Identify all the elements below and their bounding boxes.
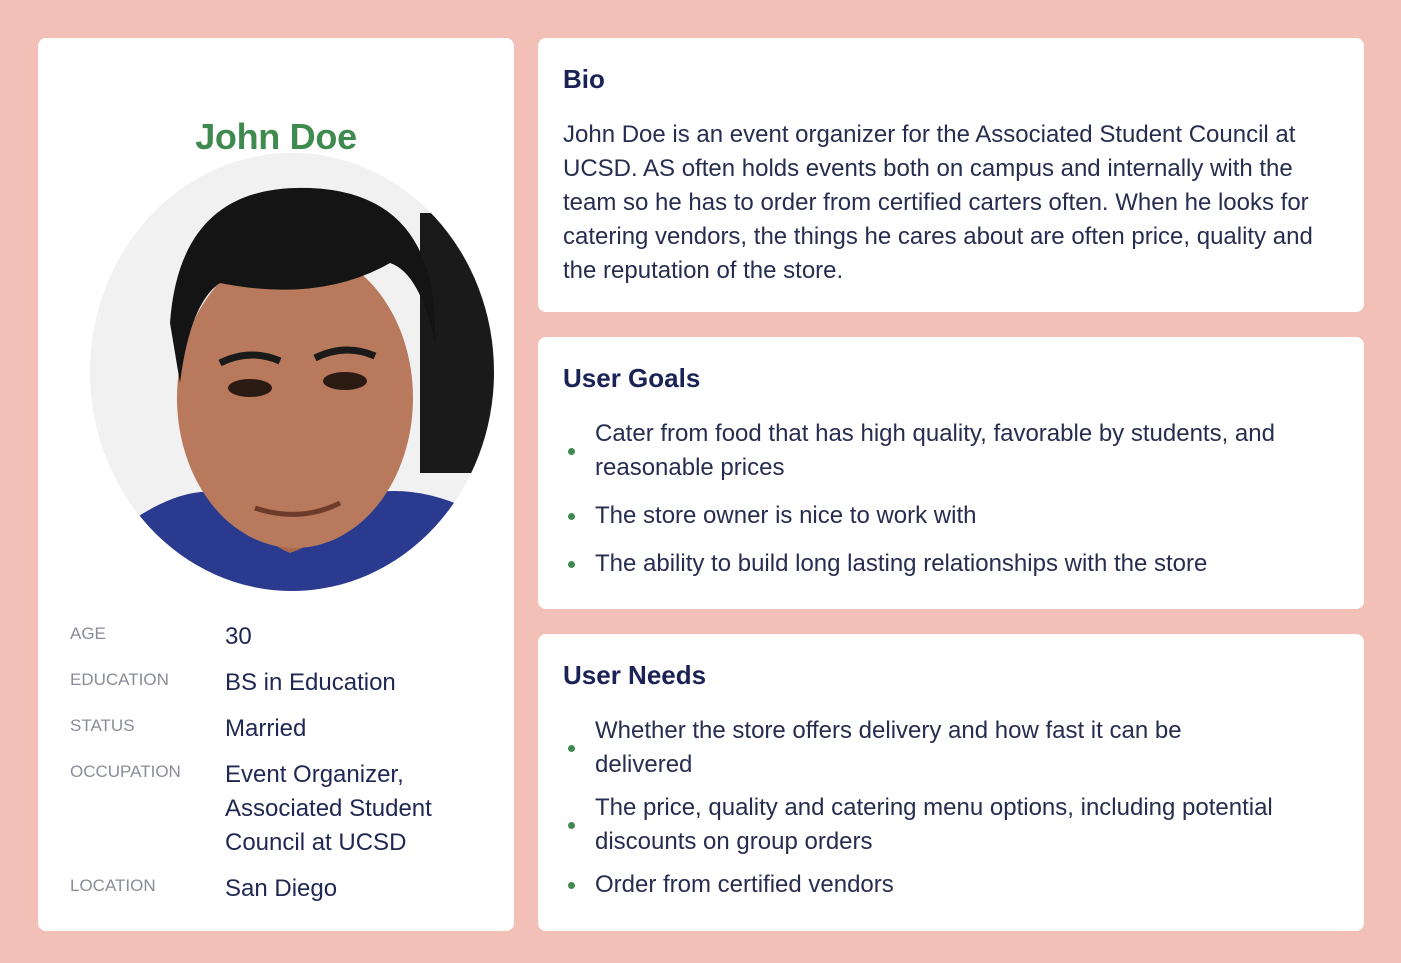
detail-row-status: STATUS Married <box>70 712 490 746</box>
user-goals-card: User Goals Cater from food that has high… <box>538 337 1364 609</box>
user-needs-heading: User Needs <box>563 660 707 690</box>
bullet-icon <box>568 822 575 829</box>
persona-photo <box>90 153 494 591</box>
list-item: Order from certified vendors <box>563 868 1343 902</box>
list-item-text: Order from certified vendors <box>595 871 894 898</box>
list-item: The price, quality and catering menu opt… <box>563 791 1343 859</box>
bio-heading: Bio <box>563 64 605 94</box>
bullet-icon <box>568 513 575 520</box>
detail-label: STATUS <box>70 716 135 735</box>
list-item: Whether the store offers delivery and ho… <box>563 714 1343 782</box>
detail-row-education: EDUCATION BS in Education <box>70 666 490 700</box>
detail-value: San Diego <box>225 875 338 902</box>
user-goals-list: Cater from food that has high quality, f… <box>563 417 1343 595</box>
bullet-icon <box>568 448 575 455</box>
list-item: The store owner is nice to work with <box>563 499 1343 533</box>
detail-label: OCCUPATION <box>70 762 181 781</box>
detail-label: AGE <box>70 624 106 643</box>
persona-name: John Doe <box>195 116 357 157</box>
profile-card: John Doe AGE 30 EDUCATION BS in Educatio… <box>38 38 514 931</box>
list-item: Cater from food that has high quality, f… <box>563 417 1343 485</box>
list-item-text: Cater from food that has high quality, f… <box>595 420 1275 481</box>
user-goals-heading: User Goals <box>563 363 701 393</box>
detail-label: LOCATION <box>70 876 156 895</box>
detail-value: 30 <box>225 623 252 650</box>
user-needs-list: Whether the store offers delivery and ho… <box>563 714 1343 911</box>
bio-card: Bio John Doe is an event organizer for t… <box>538 38 1364 312</box>
list-item-text: The price, quality and catering menu opt… <box>595 794 1273 855</box>
list-item-text: The ability to build long lasting relati… <box>595 550 1208 577</box>
detail-value: BS in Education <box>225 669 396 696</box>
bullet-icon <box>568 745 575 752</box>
detail-value: Married <box>225 715 307 742</box>
detail-label: EDUCATION <box>70 670 169 689</box>
detail-row-occupation: OCCUPATION Event Organizer, Associated S… <box>70 758 490 860</box>
bio-text: John Doe is an event organizer for the A… <box>563 121 1313 284</box>
persona-details: AGE 30 EDUCATION BS in Education STATUS … <box>70 620 490 918</box>
list-item-text: The store owner is nice to work with <box>595 502 977 529</box>
bullet-icon <box>568 561 575 568</box>
detail-row-location: LOCATION San Diego <box>70 872 490 906</box>
list-item: The ability to build long lasting relati… <box>563 547 1343 581</box>
user-needs-card: User Needs Whether the store offers deli… <box>538 634 1364 931</box>
detail-row-age: AGE 30 <box>70 620 490 654</box>
list-item-text: Whether the store offers delivery and ho… <box>595 717 1182 778</box>
bullet-icon <box>568 882 575 889</box>
detail-value: Event Organizer, Associated Student Coun… <box>225 761 432 856</box>
